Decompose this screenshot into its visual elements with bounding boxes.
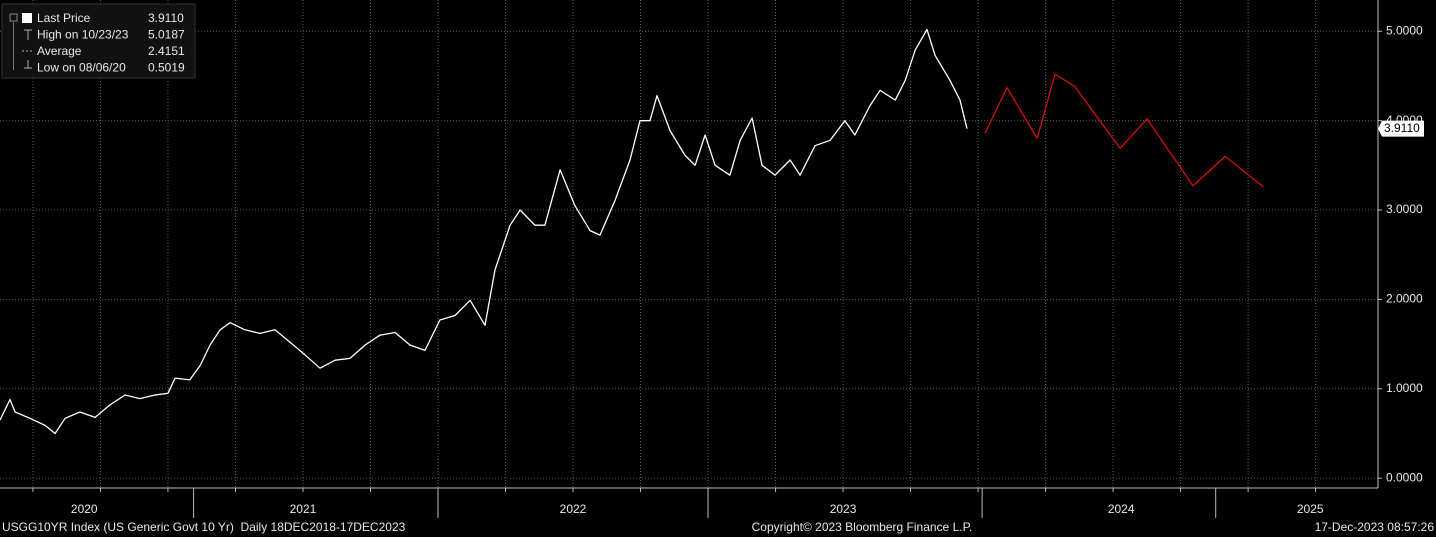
y-tick-label: 3.0000 [1386, 202, 1423, 216]
legend-label: Last Price [37, 11, 91, 25]
legend-label: Low on 08/06/20 [37, 61, 126, 75]
x-tick-label: 2021 [290, 502, 317, 516]
last-price-marker [1378, 120, 1424, 137]
plot [0, 28, 1264, 435]
legend-value: 2.4151 [148, 44, 185, 58]
y-tick-label: 0.0000 [1386, 470, 1423, 484]
footer-left: USGG10YR Index (US Generic Govt 10 Yr) D… [2, 520, 406, 534]
x-tick-label: 2022 [560, 502, 587, 516]
footer-right: 17-Dec-2023 08:57:26 [1315, 520, 1435, 534]
x-tick-label: 2025 [1297, 502, 1324, 516]
y-tick-label: 5.0000 [1386, 23, 1423, 37]
x-tick-label: 2024 [1108, 502, 1135, 516]
y-tick-label: 2.0000 [1386, 292, 1423, 306]
legend-value: 3.9110 [148, 11, 184, 25]
y-tick-label: 1.0000 [1386, 381, 1423, 395]
x-tick-label: 2020 [71, 502, 98, 516]
legend-toggle [9, 13, 18, 22]
legend-swatch [22, 13, 32, 23]
legend-value: 0.5019 [148, 61, 185, 75]
line-series [984, 73, 1264, 188]
grid: 0.00001.00002.00003.00004.00005.00002020… [0, 0, 1424, 518]
legend-label: High on 10/23/23 [37, 28, 129, 42]
x-tick-label: 2023 [830, 502, 857, 516]
legend-value: 5.0187 [148, 28, 185, 42]
last-price-label: 3.9110 [1384, 121, 1420, 135]
legend: Last Price 3.9110 High on 10/23/23 5.0187 Av… [37, 11, 185, 75]
line-series [0, 28, 968, 435]
footer-center: Copyright© 2023 Bloomberg Finance L.P. [752, 520, 973, 534]
legend-box [1, 3, 196, 79]
legend-label: Average [37, 44, 82, 58]
